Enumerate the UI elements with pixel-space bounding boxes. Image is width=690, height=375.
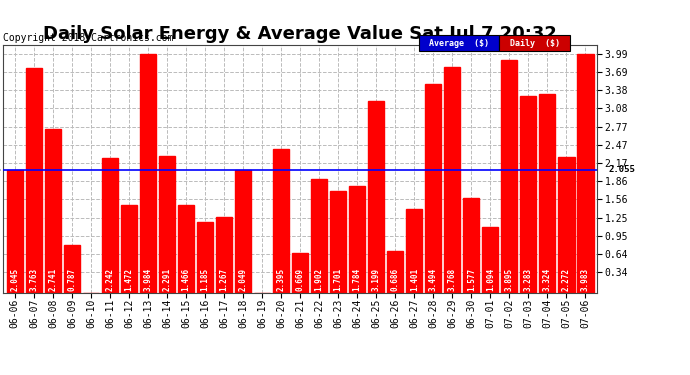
Text: 1.902: 1.902	[315, 268, 324, 291]
Text: 0.787: 0.787	[68, 268, 77, 291]
Text: 2.055: 2.055	[609, 165, 635, 174]
Bar	[45, 129, 61, 292]
Text: Daily  ($): Daily ($)	[509, 39, 560, 48]
Bar	[578, 54, 593, 292]
Title: Daily Solar Energy & Average Value Sat Jul 7 20:32: Daily Solar Energy & Average Value Sat J…	[43, 26, 557, 44]
Bar	[26, 68, 42, 292]
Bar	[102, 159, 118, 292]
Text: 1.401: 1.401	[410, 268, 419, 291]
Bar	[463, 198, 480, 292]
Bar	[349, 186, 365, 292]
Text: Copyright 2018 Cartronics.com: Copyright 2018 Cartronics.com	[3, 33, 174, 42]
Text: 3.983: 3.983	[581, 268, 590, 291]
Text: 1.466: 1.466	[181, 268, 190, 291]
Bar	[425, 84, 442, 292]
Text: 3.324: 3.324	[543, 268, 552, 291]
Text: 1.267: 1.267	[219, 268, 228, 291]
Bar	[406, 209, 422, 292]
Bar	[482, 227, 498, 292]
Text: 3.763: 3.763	[30, 268, 39, 291]
Text: 1.701: 1.701	[334, 268, 343, 291]
Text: 0.669: 0.669	[295, 268, 305, 291]
Bar	[330, 191, 346, 292]
Text: Average  ($): Average ($)	[429, 39, 489, 48]
Text: 3.199: 3.199	[372, 268, 381, 291]
Bar	[292, 252, 308, 292]
Text: 2.272: 2.272	[562, 268, 571, 291]
Bar	[7, 170, 23, 292]
Bar	[273, 149, 289, 292]
Bar	[540, 94, 555, 292]
Bar	[121, 204, 137, 292]
Bar	[235, 170, 251, 292]
Bar	[558, 157, 575, 292]
Bar	[501, 60, 518, 292]
Text: 1.784: 1.784	[353, 268, 362, 291]
Bar	[64, 246, 80, 292]
Text: 3.895: 3.895	[505, 268, 514, 291]
Text: 1.094: 1.094	[486, 268, 495, 291]
Bar	[197, 222, 213, 292]
Bar	[311, 179, 327, 292]
Text: 2.741: 2.741	[48, 268, 57, 291]
Bar	[216, 217, 232, 292]
Bar	[159, 156, 175, 292]
FancyBboxPatch shape	[419, 35, 499, 51]
Text: 1.472: 1.472	[124, 268, 133, 291]
Text: 2.055: 2.055	[0, 165, 1, 174]
Bar	[444, 67, 460, 292]
Text: 2.049: 2.049	[239, 268, 248, 291]
Bar	[520, 96, 536, 292]
Bar	[178, 205, 194, 292]
Text: 2.291: 2.291	[163, 268, 172, 291]
Text: 3.283: 3.283	[524, 268, 533, 291]
Text: 3.494: 3.494	[428, 268, 437, 291]
Text: 0.686: 0.686	[391, 268, 400, 291]
Bar	[368, 101, 384, 292]
Text: 2.045: 2.045	[10, 268, 19, 291]
Text: 1.185: 1.185	[201, 268, 210, 291]
Text: 2.242: 2.242	[106, 268, 115, 291]
Text: 1.577: 1.577	[467, 268, 476, 291]
Text: 3.768: 3.768	[448, 268, 457, 291]
Text: 3.984: 3.984	[144, 268, 152, 291]
Text: 2.395: 2.395	[277, 268, 286, 291]
FancyBboxPatch shape	[499, 35, 570, 51]
Bar	[387, 252, 404, 292]
Bar	[140, 54, 156, 292]
